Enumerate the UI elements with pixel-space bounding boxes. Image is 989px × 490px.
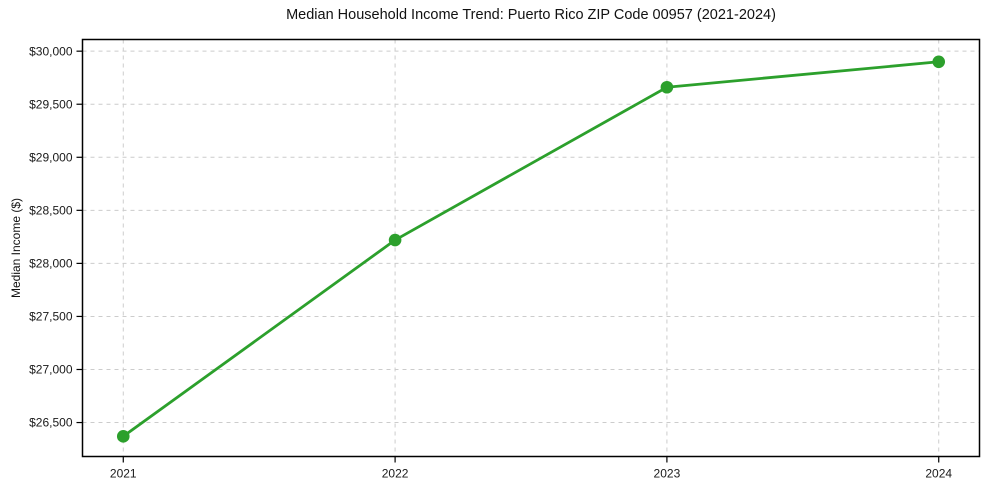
y-tick-label: $29,500	[29, 97, 73, 111]
y-tick-label: $28,000	[29, 257, 73, 271]
y-tick-label: $27,000	[29, 363, 73, 377]
data-point	[116, 430, 130, 443]
y-tick-label: $28,500	[29, 204, 73, 218]
x-tick-label: 2023	[654, 467, 681, 481]
data-point	[932, 55, 946, 69]
data-point	[388, 233, 402, 247]
x-tick-label: 2021	[110, 467, 137, 481]
chart-title: Median Household Income Trend: Puerto Ri…	[286, 7, 776, 23]
data-point	[660, 80, 674, 94]
y-tick-label: $26,500	[29, 416, 73, 430]
x-tick-label: 2022	[382, 467, 409, 481]
plot-border	[81, 38, 981, 458]
y-tick-label: $27,500	[29, 310, 73, 324]
y-tick-label: $29,000	[29, 150, 73, 164]
trend-line	[121, 60, 941, 438]
y-tick-label: $30,000	[29, 44, 73, 58]
x-tick-label: 2024	[925, 467, 952, 481]
